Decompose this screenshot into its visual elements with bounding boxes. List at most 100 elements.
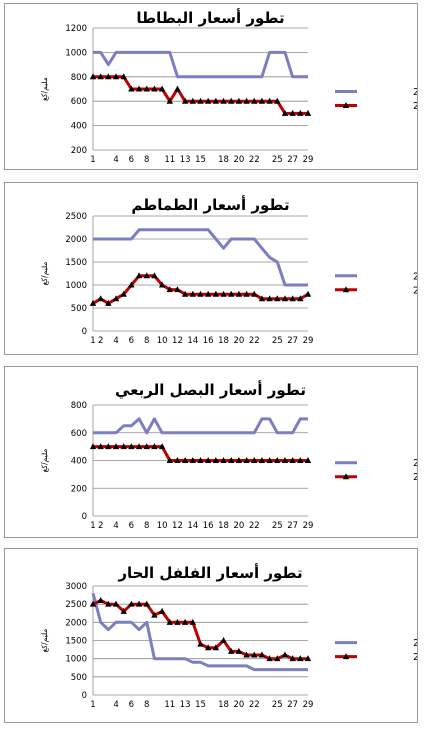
data-point-marker [266,457,273,463]
data-point-marker [105,73,112,80]
data-point-marker [120,607,127,614]
data-point-marker [228,290,235,297]
x-tick-label: 1 [90,521,95,531]
y-tick-label: 1000 [65,655,87,665]
data-point-marker [166,286,173,293]
data-point-marker [105,600,112,607]
data-point-marker [258,295,266,302]
data-point-marker [266,655,273,662]
data-point-marker [220,457,227,463]
x-tick-label: 6 [129,700,134,710]
data-point-marker [274,655,281,662]
data-point-marker [274,295,281,302]
data-point-marker [105,299,112,306]
x-tick-label: 8 [144,521,149,531]
data-point-marker [135,85,143,92]
data-point-marker [143,443,150,450]
x-tick-label: 22 [249,336,260,346]
data-point-marker [97,443,104,450]
data-point-marker [97,73,104,80]
data-point-marker [97,597,104,604]
x-tick-label: 12 [172,521,183,531]
data-point-marker [258,651,266,658]
data-point-marker [128,600,135,607]
data-point-marker [128,443,135,450]
y-tick-label: 400 [71,122,87,132]
data-point-marker [281,109,289,116]
data-point-marker [304,457,312,463]
x-tick-label: 29 [303,155,314,165]
y-tick-label: 1500 [65,637,87,647]
data-point-marker [289,655,296,662]
data-point-marker [135,600,143,607]
x-tick-label: 20 [233,155,244,165]
y-axis-label: مليم/كغ [40,629,49,653]
data-point-marker [212,457,220,463]
x-tick-label: 2 [98,521,103,531]
data-point-marker [243,651,250,658]
data-point-marker [128,85,135,92]
data-point-marker [181,290,189,297]
y-tick-label: 400 [71,457,87,467]
data-point-marker [212,644,220,651]
data-point-marker [289,457,296,463]
x-tick-label: 18 [218,700,229,710]
chart-svg-onion: تطور أسعار البصل الربعي 0 200 400 600 800 مليم… [40,380,417,531]
data-point-marker [112,295,120,302]
y-tick-label: 1500 [65,258,87,268]
data-point-marker [97,295,104,302]
series-line-2017 [93,417,308,435]
x-tick-label: 6 [129,336,134,346]
data-point-marker [274,457,281,463]
x-tick-label: 29 [303,700,314,710]
x-tick-label: 25 [272,521,283,531]
legend-label: أفريل 2018 [413,283,417,296]
data-point-marker [228,457,235,463]
x-tick-label: 27 [287,521,298,531]
x-tick-label: 4 [113,336,118,346]
chart-title: تطور أسعار البصل الربعي [115,380,306,399]
y-tick-label: 200 [71,146,87,156]
x-tick-label: 10 [157,521,168,531]
data-point-marker [174,85,181,92]
data-point-marker [197,290,204,297]
x-tick-label: 8 [144,336,149,346]
data-point-marker [158,443,166,450]
data-point-marker [174,457,181,463]
y-tick-label: 0 [82,691,87,701]
data-point-marker [243,290,250,297]
data-point-marker [235,290,243,297]
x-tick-label: 13 [180,155,191,165]
x-tick-label: 4 [113,155,118,165]
data-point-marker [174,618,181,625]
legend-marker [342,473,350,480]
y-tick-label: 600 [71,97,87,107]
data-point-marker [281,295,289,302]
data-point-marker [228,97,235,104]
legend-marker [342,653,350,660]
x-tick-label: 27 [287,336,298,346]
data-point-marker [181,457,189,463]
x-tick-label: 25 [272,700,283,710]
y-tick-label: 2500 [65,600,87,610]
data-point-marker [151,443,158,450]
series-line-2018 [92,599,308,661]
data-point-marker [197,640,204,647]
data-point-marker [158,281,166,288]
x-tick-label: 1 [90,155,95,165]
x-tick-label: 27 [287,700,298,710]
data-point-marker [258,457,266,463]
data-point-marker [220,290,227,297]
data-point-marker [135,443,143,450]
x-tick-label: 15 [195,700,206,710]
data-point-marker [297,457,304,463]
x-tick-label: 11 [164,700,175,710]
data-point-marker [181,97,189,104]
y-tick-label: 1000 [65,48,87,58]
data-point-marker [220,637,227,643]
legend-marker [342,286,350,293]
data-point-marker [297,295,304,302]
data-point-marker [112,600,120,607]
data-point-marker [266,97,273,104]
x-tick-label: 25 [272,155,283,165]
